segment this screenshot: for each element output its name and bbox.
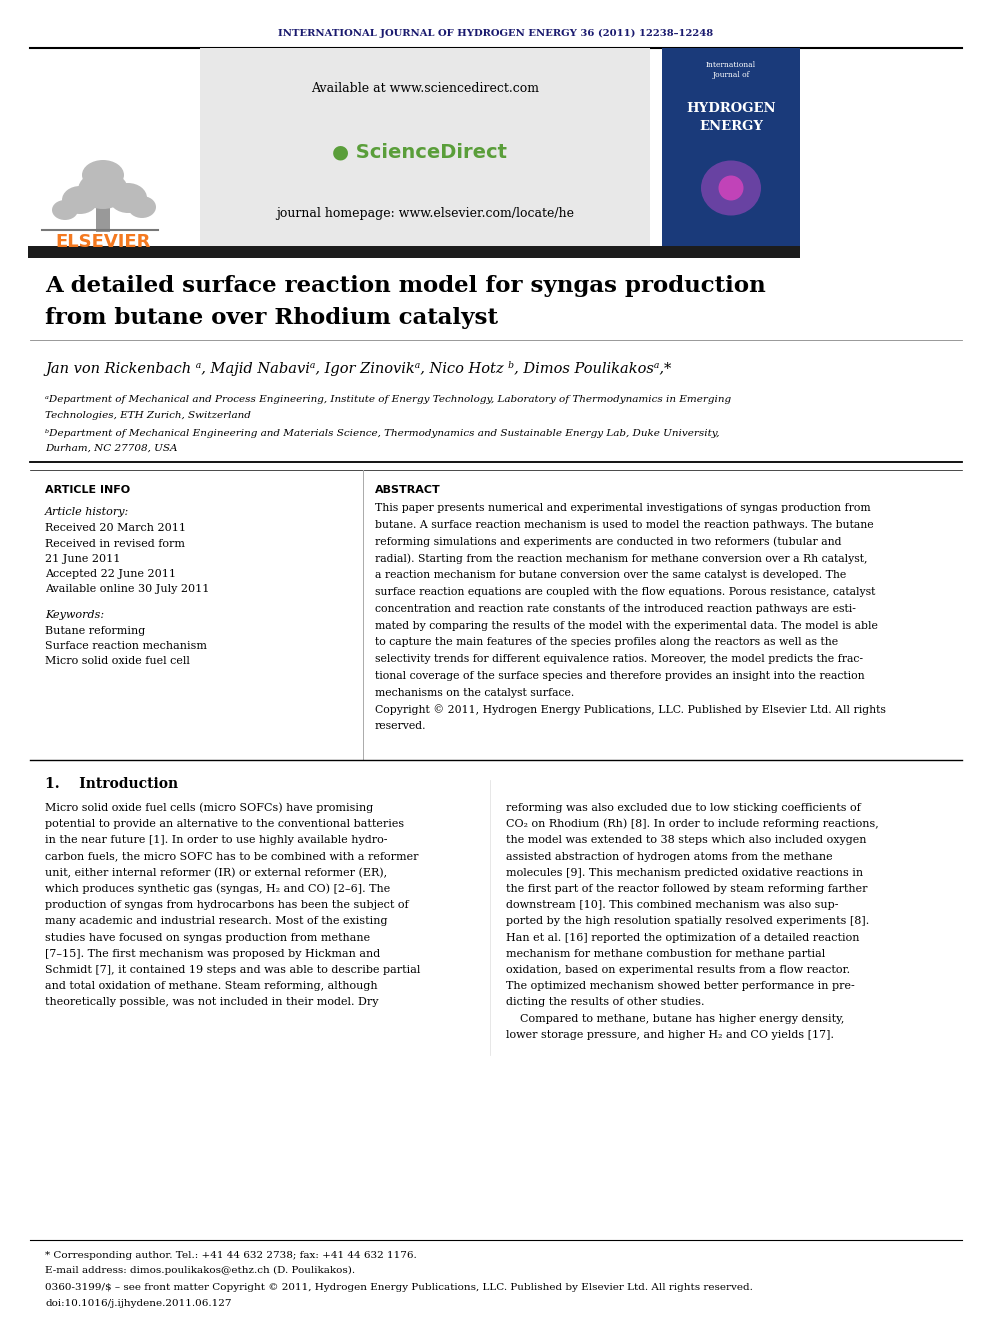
Ellipse shape xyxy=(718,176,743,201)
Text: in the near future [1]. In order to use highly available hydro-: in the near future [1]. In order to use … xyxy=(45,835,388,845)
Ellipse shape xyxy=(109,183,147,213)
Text: 0360-3199/$ – see front matter Copyright © 2011, Hydrogen Energy Publications, L: 0360-3199/$ – see front matter Copyright… xyxy=(45,1283,753,1293)
Text: journal homepage: www.elsevier.com/locate/he: journal homepage: www.elsevier.com/locat… xyxy=(276,206,574,220)
Text: the first part of the reactor followed by steam reforming farther: the first part of the reactor followed b… xyxy=(506,884,867,894)
Text: Accepted 22 June 2011: Accepted 22 June 2011 xyxy=(45,569,176,579)
Bar xyxy=(200,48,650,247)
Ellipse shape xyxy=(52,200,78,220)
Text: E-mail address: dimos.poulikakos@ethz.ch (D. Poulikakos).: E-mail address: dimos.poulikakos@ethz.ch… xyxy=(45,1265,355,1274)
Bar xyxy=(28,50,193,245)
Text: ARTICLE INFO: ARTICLE INFO xyxy=(45,486,130,495)
Text: Butane reforming: Butane reforming xyxy=(45,626,145,636)
Text: a reaction mechanism for butane conversion over the same catalyst is developed. : a reaction mechanism for butane conversi… xyxy=(375,570,846,581)
Text: [7–15]. The first mechanism was proposed by Hickman and: [7–15]. The first mechanism was proposed… xyxy=(45,949,380,959)
Text: carbon fuels, the micro SOFC has to be combined with a reformer: carbon fuels, the micro SOFC has to be c… xyxy=(45,852,419,861)
Text: mated by comparing the results of the model with the experimental data. The mode: mated by comparing the results of the mo… xyxy=(375,620,878,631)
Ellipse shape xyxy=(62,187,98,214)
Text: which produces synthetic gas (syngas, H₂ and CO) [2–6]. The: which produces synthetic gas (syngas, H₂… xyxy=(45,884,390,894)
Ellipse shape xyxy=(78,171,128,209)
Ellipse shape xyxy=(128,196,156,218)
Text: Micro solid oxide fuel cells (micro SOFCs) have promising: Micro solid oxide fuel cells (micro SOFC… xyxy=(45,803,373,814)
Text: mechanisms on the catalyst surface.: mechanisms on the catalyst surface. xyxy=(375,688,574,697)
Bar xyxy=(96,177,110,232)
Text: Received in revised form: Received in revised form xyxy=(45,538,185,549)
Text: dicting the results of other studies.: dicting the results of other studies. xyxy=(506,998,704,1007)
Text: ELSEVIER: ELSEVIER xyxy=(56,233,151,251)
Text: Available at www.sciencedirect.com: Available at www.sciencedirect.com xyxy=(311,82,539,94)
Text: Keywords:: Keywords: xyxy=(45,610,104,620)
Text: selectivity trends for different equivalence ratios. Moreover, the model predict: selectivity trends for different equival… xyxy=(375,654,863,664)
Text: Copyright © 2011, Hydrogen Energy Publications, LLC. Published by Elsevier Ltd. : Copyright © 2011, Hydrogen Energy Public… xyxy=(375,704,886,714)
Text: potential to provide an alternative to the conventional batteries: potential to provide an alternative to t… xyxy=(45,819,404,830)
Ellipse shape xyxy=(82,160,124,191)
Text: Available online 30 July 2011: Available online 30 July 2011 xyxy=(45,583,209,594)
Text: many academic and industrial research. Most of the existing: many academic and industrial research. M… xyxy=(45,917,388,926)
Text: production of syngas from hydrocarbons has been the subject of: production of syngas from hydrocarbons h… xyxy=(45,900,409,910)
Text: theoretically possible, was not included in their model. Dry: theoretically possible, was not included… xyxy=(45,998,379,1007)
Text: ABSTRACT: ABSTRACT xyxy=(375,486,440,495)
Ellipse shape xyxy=(701,160,761,216)
Text: 1.    Introduction: 1. Introduction xyxy=(45,777,179,791)
Text: Surface reaction mechanism: Surface reaction mechanism xyxy=(45,642,207,651)
Text: Article history:: Article history: xyxy=(45,507,129,517)
Text: reforming was also excluded due to low sticking coefficients of: reforming was also excluded due to low s… xyxy=(506,803,861,814)
Text: * Corresponding author. Tel.: +41 44 632 2738; fax: +41 44 632 1176.: * Corresponding author. Tel.: +41 44 632… xyxy=(45,1250,417,1259)
Text: tional coverage of the surface species and therefore provides an insight into th: tional coverage of the surface species a… xyxy=(375,671,865,681)
Text: reforming simulations and experiments are conducted in two reformers (tubular an: reforming simulations and experiments ar… xyxy=(375,536,841,546)
Text: Technologies, ETH Zurich, Switzerland: Technologies, ETH Zurich, Switzerland xyxy=(45,410,251,419)
Text: oxidation, based on experimental results from a flow reactor.: oxidation, based on experimental results… xyxy=(506,964,850,975)
Text: A detailed surface reaction model for syngas production: A detailed surface reaction model for sy… xyxy=(45,275,766,296)
Text: Received 20 March 2011: Received 20 March 2011 xyxy=(45,523,186,533)
Text: unit, either internal reformer (IR) or external reformer (ER),: unit, either internal reformer (IR) or e… xyxy=(45,868,387,878)
Text: ENERGY: ENERGY xyxy=(699,119,763,132)
Text: 21 June 2011: 21 June 2011 xyxy=(45,554,120,564)
Bar xyxy=(662,48,800,247)
Text: The optimized mechanism showed better performance in pre-: The optimized mechanism showed better pe… xyxy=(506,982,855,991)
Text: ported by the high resolution spatially resolved experiments [8].: ported by the high resolution spatially … xyxy=(506,917,869,926)
Bar xyxy=(28,246,800,258)
Text: to capture the main features of the species profiles along the reactors as well : to capture the main features of the spec… xyxy=(375,638,838,647)
Text: Durham, NC 27708, USA: Durham, NC 27708, USA xyxy=(45,443,178,452)
Text: the model was extended to 38 steps which also included oxygen: the model was extended to 38 steps which… xyxy=(506,835,866,845)
Text: reserved.: reserved. xyxy=(375,721,427,732)
Text: surface reaction equations are coupled with the flow equations. Porous resistanc: surface reaction equations are coupled w… xyxy=(375,587,875,597)
Text: lower storage pressure, and higher H₂ and CO yields [17].: lower storage pressure, and higher H₂ an… xyxy=(506,1029,834,1040)
Text: This paper presents numerical and experimental investigations of syngas producti: This paper presents numerical and experi… xyxy=(375,503,871,513)
Text: International
Journal of: International Journal of xyxy=(706,61,756,78)
Text: from butane over Rhodium catalyst: from butane over Rhodium catalyst xyxy=(45,307,498,329)
Text: molecules [9]. This mechanism predicted oxidative reactions in: molecules [9]. This mechanism predicted … xyxy=(506,868,863,877)
Text: HYDROGEN: HYDROGEN xyxy=(686,102,776,115)
Text: radial). Starting from the reaction mechanism for methane conversion over a Rh c: radial). Starting from the reaction mech… xyxy=(375,553,867,564)
Text: butane. A surface reaction mechanism is used to model the reaction pathways. The: butane. A surface reaction mechanism is … xyxy=(375,520,874,529)
Text: ᵃDepartment of Mechanical and Process Engineering, Institute of Energy Technolog: ᵃDepartment of Mechanical and Process En… xyxy=(45,396,731,405)
Text: downstream [10]. This combined mechanism was also sup-: downstream [10]. This combined mechanism… xyxy=(506,900,838,910)
Text: Compared to methane, butane has higher energy density,: Compared to methane, butane has higher e… xyxy=(506,1013,844,1024)
Text: ᵇDepartment of Mechanical Engineering and Materials Science, Thermodynamics and : ᵇDepartment of Mechanical Engineering an… xyxy=(45,429,719,438)
Text: INTERNATIONAL JOURNAL OF HYDROGEN ENERGY 36 (2011) 12238–12248: INTERNATIONAL JOURNAL OF HYDROGEN ENERGY… xyxy=(279,28,713,37)
Text: CO₂ on Rhodium (Rh) [8]. In order to include reforming reactions,: CO₂ on Rhodium (Rh) [8]. In order to inc… xyxy=(506,819,879,830)
Text: mechanism for methane combustion for methane partial: mechanism for methane combustion for met… xyxy=(506,949,825,959)
Text: ● ScienceDirect: ● ScienceDirect xyxy=(332,143,508,161)
Text: studies have focused on syngas production from methane: studies have focused on syngas productio… xyxy=(45,933,370,942)
Text: and total oxidation of methane. Steam reforming, although: and total oxidation of methane. Steam re… xyxy=(45,982,378,991)
Text: Micro solid oxide fuel cell: Micro solid oxide fuel cell xyxy=(45,656,189,665)
Text: doi:10.1016/j.ijhydene.2011.06.127: doi:10.1016/j.ijhydene.2011.06.127 xyxy=(45,1298,231,1307)
Text: Jan von Rickenbach ᵃ, Majid Nabaviᵃ, Igor Zinovikᵃ, Nico Hotz ᵇ, Dimos Poulikako: Jan von Rickenbach ᵃ, Majid Nabaviᵃ, Igo… xyxy=(45,360,672,376)
Text: Schmidt [7], it contained 19 steps and was able to describe partial: Schmidt [7], it contained 19 steps and w… xyxy=(45,964,421,975)
Text: assisted abstraction of hydrogen atoms from the methane: assisted abstraction of hydrogen atoms f… xyxy=(506,852,832,861)
Text: Han et al. [16] reported the optimization of a detailed reaction: Han et al. [16] reported the optimizatio… xyxy=(506,933,859,942)
Text: concentration and reaction rate constants of the introduced reaction pathways ar: concentration and reaction rate constant… xyxy=(375,603,856,614)
